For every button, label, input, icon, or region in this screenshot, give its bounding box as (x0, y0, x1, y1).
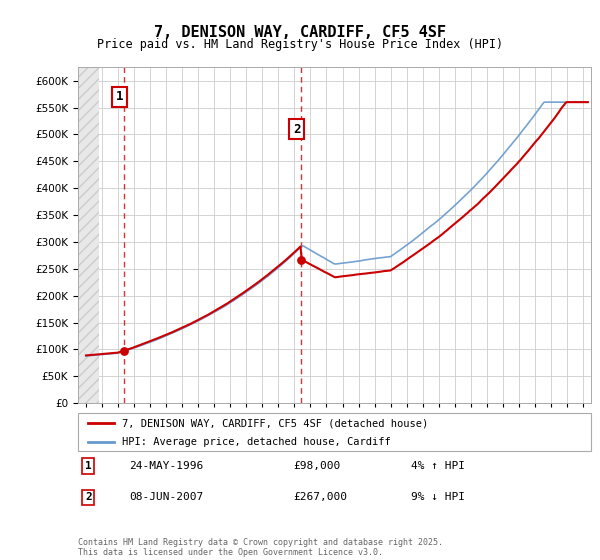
Text: 2: 2 (85, 492, 92, 502)
Text: 24-MAY-1996: 24-MAY-1996 (130, 461, 203, 471)
Text: 9% ↓ HPI: 9% ↓ HPI (412, 492, 466, 502)
Text: 7, DENISON WAY, CARDIFF, CF5 4SF: 7, DENISON WAY, CARDIFF, CF5 4SF (154, 25, 446, 40)
Text: Contains HM Land Registry data © Crown copyright and database right 2025.
This d: Contains HM Land Registry data © Crown c… (78, 538, 443, 557)
Text: 4% ↑ HPI: 4% ↑ HPI (412, 461, 466, 471)
Text: 08-JUN-2007: 08-JUN-2007 (130, 492, 203, 502)
Text: Price paid vs. HM Land Registry's House Price Index (HPI): Price paid vs. HM Land Registry's House … (97, 38, 503, 50)
Text: £98,000: £98,000 (293, 461, 341, 471)
FancyBboxPatch shape (78, 413, 591, 451)
Text: £267,000: £267,000 (293, 492, 347, 502)
Text: 2: 2 (293, 123, 301, 136)
Text: 1: 1 (85, 461, 92, 471)
Point (296, 255, 306, 264)
Text: HPI: Average price, detached house, Cardiff: HPI: Average price, detached house, Card… (122, 437, 391, 447)
Text: 7, DENISON WAY, CARDIFF, CF5 4SF (detached house): 7, DENISON WAY, CARDIFF, CF5 4SF (detach… (122, 418, 428, 428)
Text: 1: 1 (116, 90, 123, 103)
Point (119, 346, 129, 355)
Polygon shape (78, 67, 99, 403)
